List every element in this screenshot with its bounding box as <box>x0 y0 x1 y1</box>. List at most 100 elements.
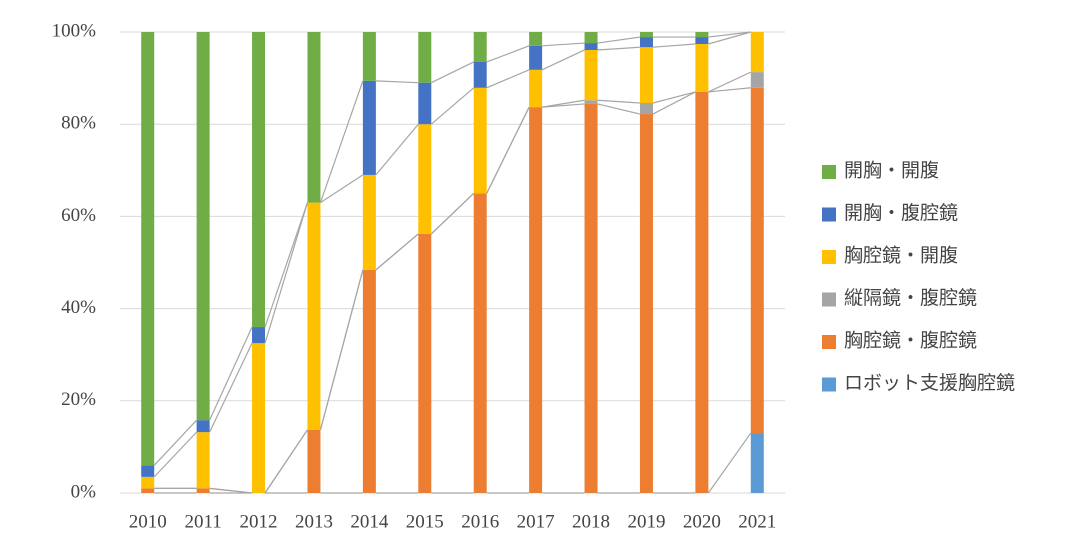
series-line <box>708 87 751 93</box>
legend-label: ロボット支援胸腔鏡 <box>844 372 1015 394</box>
series-line <box>708 31 751 38</box>
series-line <box>597 46 640 51</box>
series-line <box>542 103 585 108</box>
bar-segment <box>196 32 210 421</box>
series-line <box>209 326 253 421</box>
bar-segment <box>750 433 764 493</box>
y-tick-label: 20% <box>61 389 96 410</box>
x-tick-label: 2016 <box>461 511 499 532</box>
y-tick-label: 60% <box>61 205 96 226</box>
bar-segment <box>529 32 543 46</box>
legend-swatch <box>822 165 836 179</box>
bar-segment <box>196 488 210 493</box>
bar-segment <box>141 476 155 489</box>
bar-segment <box>252 327 266 344</box>
bar-segment <box>695 91 709 494</box>
y-tick-label: 100% <box>52 20 97 41</box>
bar-segment <box>307 202 321 430</box>
legend-swatch <box>822 377 836 392</box>
series-line <box>264 202 309 344</box>
series-line <box>209 487 253 494</box>
bar-segment <box>584 100 598 104</box>
bar-segment <box>750 72 764 88</box>
bar-segment <box>639 114 653 494</box>
bar-segment <box>584 103 598 493</box>
series-line <box>652 43 696 48</box>
bar-segment <box>196 432 210 489</box>
x-tick-label: 2014 <box>350 511 389 532</box>
bar-segment <box>639 102 653 115</box>
legend-swatch <box>822 292 836 307</box>
series-line <box>708 71 752 93</box>
bar-segment <box>307 429 321 493</box>
bar-segment <box>529 69 543 108</box>
x-tick-label: 2021 <box>738 511 776 532</box>
bar-segment <box>141 32 155 466</box>
bar-segment <box>362 269 376 493</box>
series-line <box>542 42 585 47</box>
bar-segment <box>252 343 266 493</box>
bar-segment <box>307 32 321 203</box>
bar-segment <box>362 80 376 175</box>
series-line <box>319 80 364 203</box>
legend-label: 開胸・腹腔鏡 <box>844 202 958 224</box>
series-line <box>153 419 198 466</box>
series-line <box>430 87 475 125</box>
series-line <box>486 106 530 194</box>
series-line <box>486 45 530 63</box>
bar-segment <box>252 32 266 328</box>
series-line <box>707 432 752 494</box>
series-line <box>708 31 751 45</box>
x-tick-label: 2011 <box>184 511 221 532</box>
bar-segment <box>584 32 598 44</box>
series-line <box>541 49 585 71</box>
bar-segment <box>418 82 432 125</box>
bar-segment <box>529 107 543 493</box>
bar-segment <box>750 87 764 434</box>
series-line <box>652 91 696 115</box>
series-line <box>375 233 419 271</box>
x-tick-label: 2010 <box>129 511 167 532</box>
bar-segment <box>695 43 709 92</box>
bar-segment <box>473 32 487 62</box>
series-line <box>652 91 696 104</box>
bar-segment <box>418 233 432 493</box>
legend-swatch <box>822 207 836 222</box>
bar-segment <box>473 87 487 194</box>
legend-label: 胸腔鏡・腹腔鏡 <box>844 329 977 351</box>
bar-segment <box>639 47 653 103</box>
y-tick-label: 40% <box>61 297 96 318</box>
x-tick-label: 2018 <box>572 511 610 532</box>
legend-label: 縦隔鏡・腹腔鏡 <box>844 287 977 309</box>
bar-segment <box>418 124 432 234</box>
series-line <box>486 69 530 89</box>
x-tick-label: 2017 <box>517 511 555 532</box>
bar-segment <box>584 43 598 50</box>
series-line <box>319 269 364 430</box>
bar-segment <box>362 32 376 81</box>
x-tick-label: 2015 <box>406 511 444 532</box>
bar-segment <box>695 37 709 44</box>
series-line <box>597 36 641 44</box>
x-tick-label: 2012 <box>240 511 278 532</box>
series-line <box>430 192 475 235</box>
series-line <box>320 174 364 204</box>
bar-segment <box>529 45 543 70</box>
bar-segment <box>473 193 487 493</box>
series-line <box>542 99 585 108</box>
series-line <box>597 103 641 115</box>
series-line <box>264 429 308 494</box>
bar-segment <box>584 49 598 101</box>
bar-segment <box>141 488 155 493</box>
legend-swatch <box>822 335 836 349</box>
series-line <box>375 80 419 84</box>
bar-segment <box>196 420 210 433</box>
bar-segment <box>362 174 376 270</box>
legend-swatch <box>822 250 836 264</box>
y-tick-label: 80% <box>61 113 96 134</box>
bar-segment <box>750 32 764 73</box>
bar-segment <box>473 61 487 88</box>
series-line <box>597 99 640 104</box>
bar-segment <box>639 32 653 38</box>
